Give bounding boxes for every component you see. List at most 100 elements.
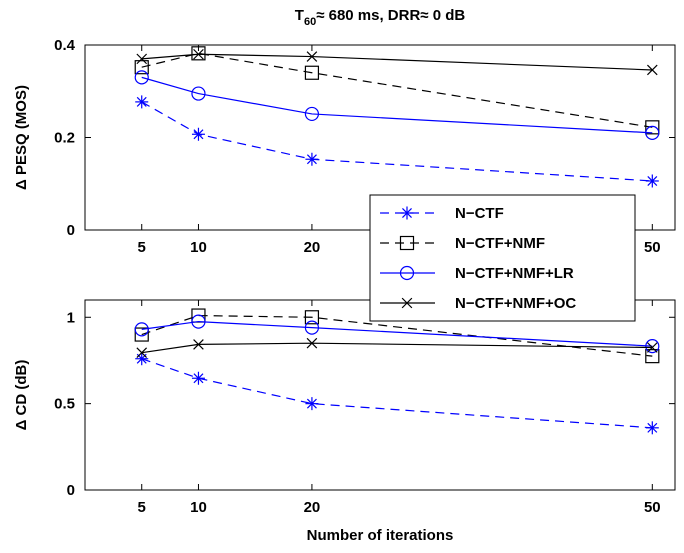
data-point-s3-2 [191, 86, 206, 101]
series-line-4 [141, 53, 653, 71]
data-point-s1-4 [645, 174, 659, 188]
legend-entry-2: N−CTF+NMF [380, 235, 545, 252]
y-tick-label: 0.5 [54, 396, 75, 413]
data-point-s3-1-shape [134, 70, 149, 85]
data-point-s2-1-shape [134, 60, 149, 75]
series-line-4 [141, 342, 653, 354]
x-tick-label: 50 [644, 499, 661, 516]
series-line-1 [141, 358, 653, 429]
data-point-s1-3 [305, 152, 319, 166]
data-point-s3-2 [191, 314, 206, 329]
data-point-s2-4 [645, 349, 660, 364]
x-tick-label: 5 [138, 499, 146, 516]
data-point-s3-3-shape [304, 320, 320, 335]
y-tick-label: 0.2 [54, 130, 75, 147]
title-rest: ≈ 680 ms, DRR≈ 0 dB [316, 7, 465, 24]
data-point-s4-3 [306, 51, 318, 62]
data-point-s3-3-shape [304, 106, 320, 122]
data-point-s1-3-stroke-3 [306, 154, 317, 165]
y-axis-label: Δ PESQ (MOS) [13, 85, 30, 190]
legend-entry-3: N−CTF+NMF+LR [380, 265, 574, 282]
data-point-s3-2-shape [191, 314, 206, 329]
legend-box [369, 194, 636, 322]
series-line-1 [141, 101, 653, 182]
y-axis-label: Δ CD (dB) [13, 360, 30, 431]
data-point-s3-1 [134, 70, 149, 85]
data-point-s2-3 [304, 65, 320, 80]
data-point-s2-3-shape [304, 310, 320, 325]
data-point-s2-1 [134, 327, 149, 342]
x-tick-label: 10 [190, 239, 207, 256]
data-point-s3-1-shape [134, 322, 149, 337]
legend-marker-shape [399, 265, 415, 281]
x-tick-label: 20 [304, 499, 321, 516]
legend: N−CTF N−CTF+NMF N−CTF+NMF+LR N−CTF+NMF+OC [369, 194, 636, 322]
data-point-s3-4 [645, 125, 660, 140]
x-tick-label: 5 [138, 239, 146, 256]
panel-2: 5 10 20 50 0 0.5 1 Δ CD (dB) [13, 299, 676, 516]
y-tick-label: 0.4 [54, 37, 76, 54]
y-tick-label: 0 [67, 482, 75, 499]
data-point-s4-3-stroke-1 [306, 337, 318, 349]
data-point-s1-4-stroke-3 [647, 422, 658, 433]
x-axis-label: Number of iterations [307, 527, 454, 544]
data-point-s2-1-shape [134, 327, 149, 342]
data-point-s4-2 [193, 339, 204, 350]
data-point-s4-2-stroke-1 [193, 48, 204, 60]
data-point-s4-2-stroke-1 [193, 339, 204, 350]
figure-title: T60≈ 680 ms, DRR≈ 0 dB [295, 7, 466, 28]
x-tick-label: 50 [644, 239, 661, 256]
data-point-s3-1 [134, 322, 149, 337]
y-tick-label: 0 [67, 222, 75, 239]
data-point-s4-3 [306, 337, 318, 349]
legend-entry-1: N−CTF [380, 205, 504, 222]
legend-entry-4: N−CTF+NMF+OC [380, 295, 576, 312]
data-point-s1-4-stroke-3 [647, 176, 658, 186]
series-line-2 [141, 52, 653, 128]
data-point-s2-4-shape [645, 349, 660, 364]
legend-marker [401, 297, 413, 309]
legend-label: N−CTF+NMF+OC [455, 295, 576, 312]
data-point-s1-1 [135, 95, 149, 109]
data-point-s3-4 [645, 339, 660, 354]
data-point-s4-2 [193, 48, 204, 60]
legend-label: N−CTF+NMF+LR [455, 265, 574, 282]
data-point-s3-4-shape [645, 339, 660, 354]
data-point-s2-4-shape [645, 120, 660, 135]
data-point-s2-1 [134, 60, 149, 75]
data-point-s4-4 [647, 342, 658, 353]
data-point-s4-1-stroke-1 [136, 53, 148, 65]
data-point-s4-1 [136, 53, 148, 65]
data-point-s2-2-shape [191, 46, 206, 61]
x-tick-label: 20 [304, 239, 321, 256]
data-point-s4-3-stroke-1 [306, 51, 318, 62]
x-tick-label: 10 [190, 499, 207, 516]
legend-marker-shape [399, 235, 415, 251]
data-point-s1-2-stroke-3 [193, 129, 204, 140]
series-line-3 [141, 76, 653, 134]
data-point-s1-3 [305, 397, 319, 411]
title-main: T [295, 7, 304, 24]
legend-label: N−CTF [455, 205, 504, 222]
data-point-s1-2 [191, 127, 205, 141]
data-point-s4-4-stroke-1 [647, 342, 658, 353]
title-subscript: 60 [304, 16, 316, 28]
data-point-s1-1-stroke-3 [136, 96, 147, 107]
data-point-s4-4 [647, 64, 658, 76]
data-point-s2-4 [645, 120, 660, 135]
data-point-s3-2-shape [191, 86, 206, 101]
data-point-s1-4 [645, 421, 659, 435]
data-point-s3-3 [304, 106, 320, 122]
data-point-s4-4-stroke-1 [647, 64, 658, 76]
data-point-s2-3-shape [304, 65, 320, 80]
data-point-s1-2-stroke-3 [193, 373, 204, 384]
data-point-s4-1-stroke-1 [136, 347, 148, 358]
data-point-s3-3 [304, 320, 320, 335]
legend-marker-stroke-3 [402, 208, 412, 218]
data-point-s1-3-stroke-3 [306, 398, 317, 409]
legend-marker-stroke-1 [401, 297, 413, 309]
legend-marker [400, 206, 414, 220]
series-line-3 [141, 320, 653, 347]
